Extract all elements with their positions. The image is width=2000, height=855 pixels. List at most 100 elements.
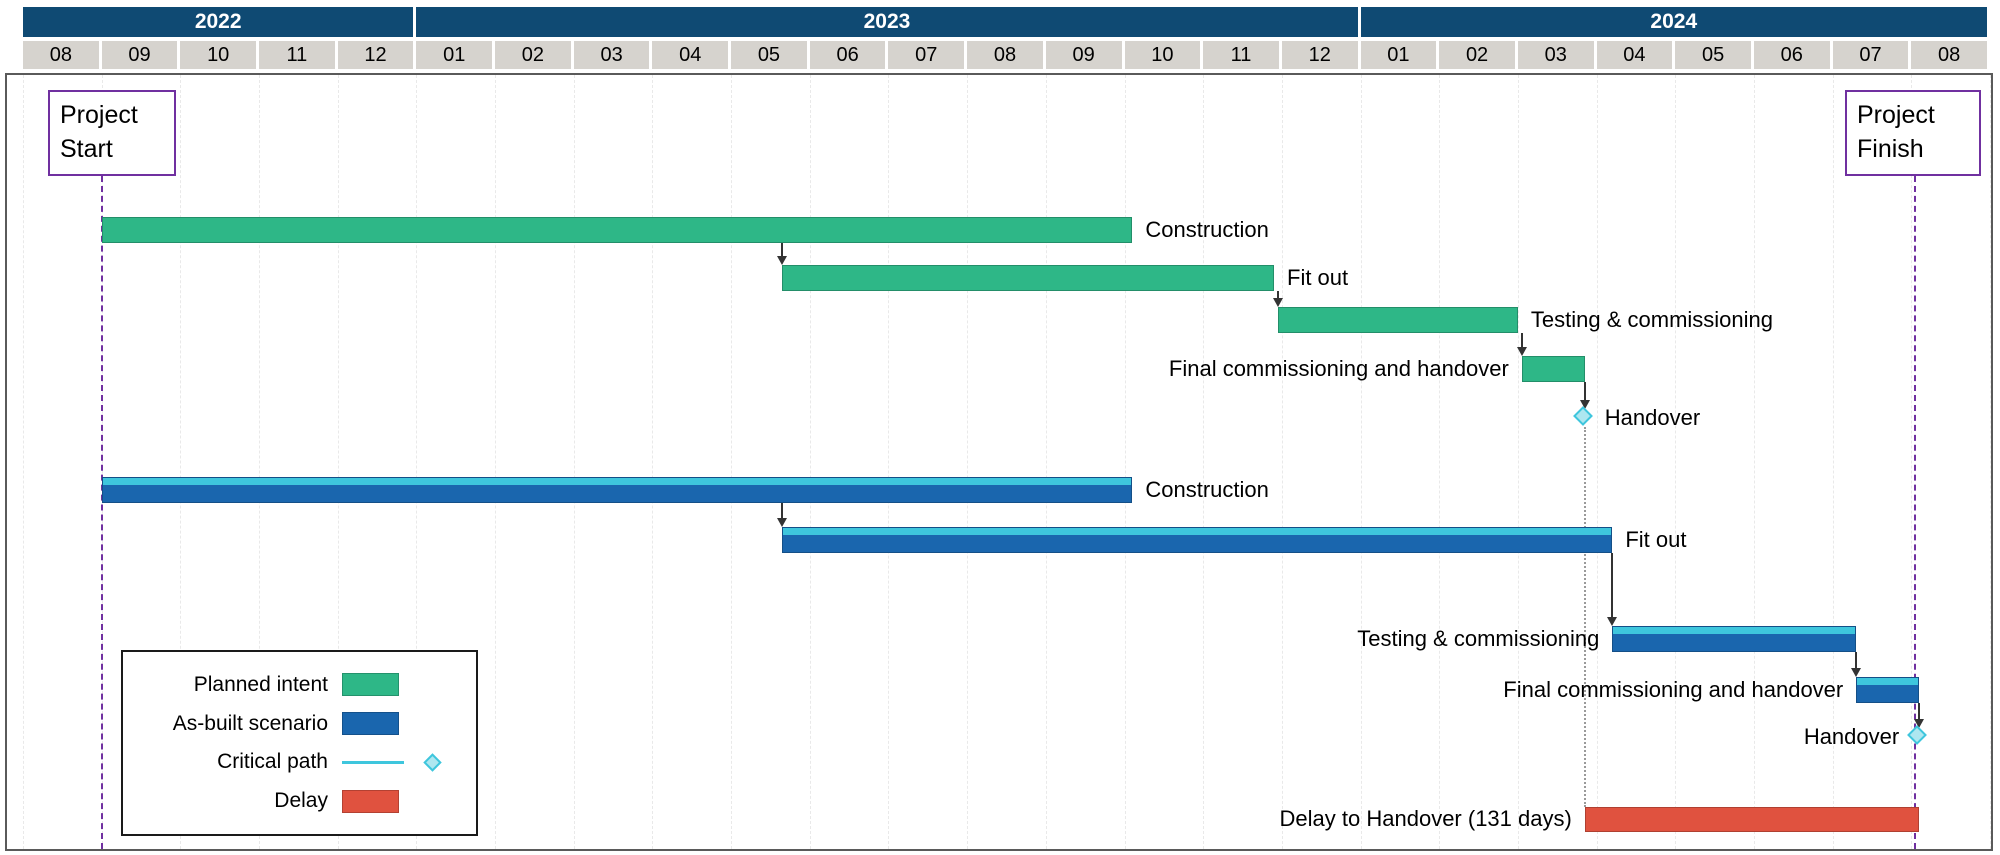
month-cell: 07 (888, 41, 965, 69)
month-gridline (23, 75, 24, 849)
month-gridline (1990, 75, 1991, 849)
month-gridline (888, 75, 890, 849)
dependency-arrow (1583, 382, 1586, 401)
dependency-arrow (781, 243, 784, 257)
dependency-arrow (781, 503, 784, 519)
year-header-2024: 2024 (1360, 7, 1987, 37)
dependency-arrow (1918, 703, 1921, 720)
critical-path-stripe (102, 478, 1132, 485)
month-cell: 10 (180, 41, 257, 69)
as-built-scenario-label-testing-commissioning: Testing & commissioning (1357, 626, 1600, 651)
as-built-scenario-bar-testing-commissioning (1612, 626, 1857, 652)
month-cell: 12 (1281, 41, 1358, 69)
planned-intent-label-fit-out: Fit out (1287, 265, 1349, 290)
planned-intent-label-construction: Construction (1145, 217, 1269, 242)
legend-item-critical-path: Critical path (123, 750, 476, 774)
planned-intent-bar-fit-out (782, 265, 1274, 291)
as-built-scenario-label-fit-out: Fit out (1625, 527, 1687, 552)
project-start-label-box: Project Start (48, 90, 176, 176)
month-gridline (809, 75, 811, 849)
critical-path-stripe (1857, 678, 1919, 685)
month-cell: 08 (1911, 41, 1987, 69)
dependency-arrow-head (1851, 668, 1862, 677)
legend-item-as-built-scenario: As-built scenario (123, 712, 476, 736)
legend-milestone-diamond-icon (423, 753, 442, 772)
month-cell: 06 (809, 41, 886, 69)
as-built-scenario-label-construction: Construction (1145, 477, 1269, 502)
month-cell: 05 (1675, 41, 1751, 69)
month-gridline (1281, 75, 1283, 849)
month-cell: 02 (1439, 41, 1515, 69)
month-cell: 04 (652, 41, 729, 69)
planned-intent-label-final-commissioning-and-handover: Final commissioning and handover (1168, 356, 1509, 381)
legend-item-delay: Delay (123, 789, 476, 813)
project-start-line (100, 176, 103, 849)
month-gridline (1203, 75, 1205, 849)
project-start-text: Project Start (60, 101, 138, 163)
dependency-arrow (1611, 553, 1614, 618)
legend-label-delay: Delay (274, 789, 328, 813)
month-cell: 11 (259, 41, 335, 69)
project-finish-text: Project Finish (1857, 101, 1935, 163)
dependency-arrow (1520, 333, 1523, 348)
month-cell: 03 (1517, 41, 1594, 69)
dependency-arrow-head (1516, 347, 1527, 356)
as-built-scenario-label-final-commissioning-and-handover: Final commissioning and handover (1503, 677, 1844, 702)
planned-intent-bar-testing-commissioning (1277, 307, 1518, 333)
chart-frame (5, 73, 1993, 851)
month-gridline (1911, 75, 1913, 849)
month-gridline (416, 75, 418, 849)
month-cell: 08 (967, 41, 1043, 69)
month-cell: 04 (1596, 41, 1673, 69)
month-gridline (180, 75, 182, 849)
month-cell: 09 (1045, 41, 1122, 69)
dependency-arrow-head (777, 518, 788, 527)
planned-intent-milestone-label: Handover (1604, 405, 1701, 430)
critical-path-stripe (1613, 627, 1856, 634)
dependency-arrow (1855, 652, 1858, 669)
legend-item-planned-intent: Planned intent (123, 673, 476, 697)
month-gridline (259, 75, 261, 849)
month-gridline (1360, 75, 1362, 849)
month-cell: 08 (23, 41, 99, 69)
planned-intent-label-testing-commissioning: Testing & commissioning (1530, 307, 1774, 332)
planned-intent-bar-construction (101, 217, 1133, 243)
month-cell: 07 (1832, 41, 1909, 69)
month-gridline (1045, 75, 1047, 849)
legend-swatch-delay (342, 789, 399, 813)
critical-path-stripe (783, 528, 1612, 535)
dependency-arrow-head (1579, 400, 1590, 409)
legend-swatch-planned-intent (342, 673, 399, 697)
project-finish-line (1914, 176, 1917, 849)
dependency-arrow-head (777, 256, 788, 265)
month-cell: 06 (1753, 41, 1830, 69)
legend-swatch-as-built-scenario (342, 712, 399, 736)
month-cell: 02 (495, 41, 571, 69)
as-built-scenario-milestone-label: Handover (1803, 724, 1900, 749)
dependency-arrow (1276, 291, 1279, 299)
month-gridline (1596, 75, 1598, 849)
dependency-arrow-head (1272, 298, 1283, 307)
month-gridline (1675, 75, 1677, 849)
dependency-arrow-head (1914, 719, 1925, 728)
month-cell: 11 (1203, 41, 1279, 69)
month-cell: 05 (731, 41, 807, 69)
month-gridline (1832, 75, 1834, 849)
month-gridline (573, 75, 575, 849)
planned-handover-reference-line (1583, 427, 1586, 807)
planned-intent-bar-final-commissioning-and-handover (1521, 356, 1585, 382)
as-built-scenario-bar-construction (101, 477, 1133, 503)
month-gridline (337, 75, 339, 849)
month-cell: 10 (1124, 41, 1201, 69)
month-gridline (1439, 75, 1441, 849)
month-gridline (1124, 75, 1126, 849)
project-finish-label-box: Project Finish (1845, 90, 1981, 176)
dependency-arrow-head (1607, 617, 1618, 626)
year-header-2023: 2023 (416, 7, 1358, 37)
month-cell: 01 (416, 41, 493, 69)
month-gridline (1753, 75, 1755, 849)
month-cell: 03 (573, 41, 650, 69)
month-cell: 12 (337, 41, 414, 69)
as-built-scenario-bar-fit-out (782, 527, 1613, 553)
